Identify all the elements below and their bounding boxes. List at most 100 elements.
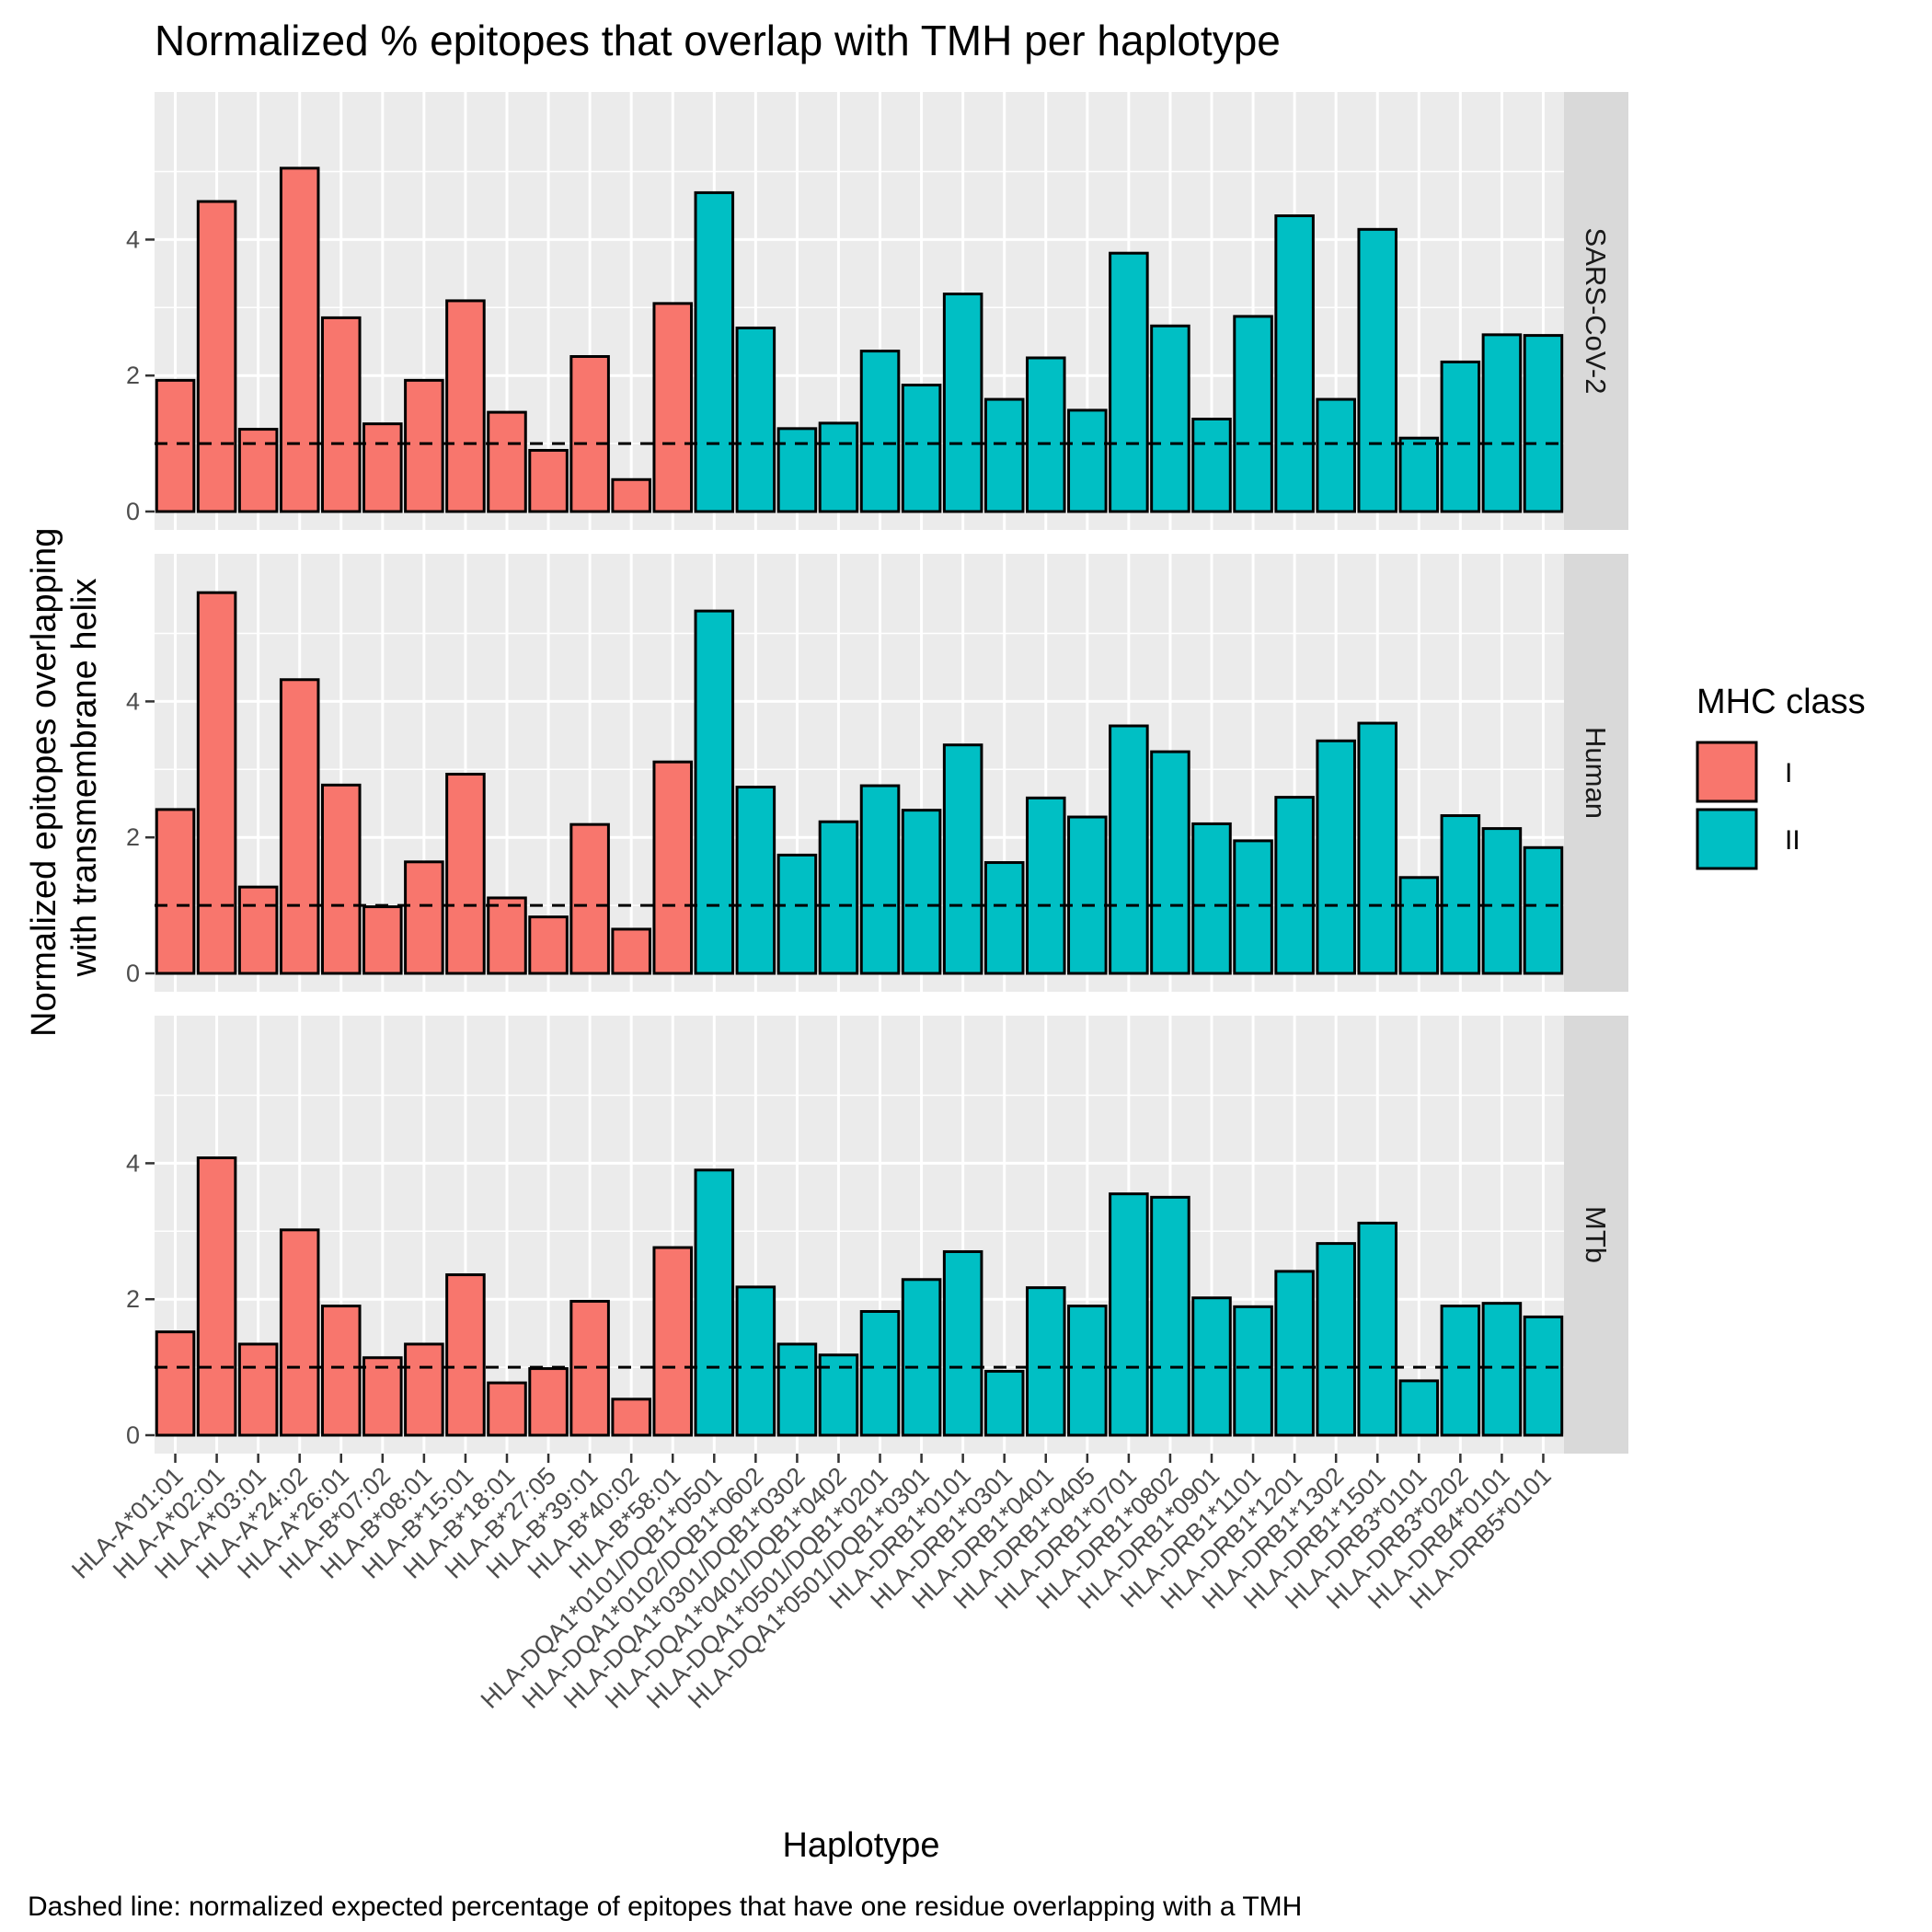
bar-mtb-hla-drb1-0405	[1067, 1305, 1108, 1437]
legend: MHC class I II	[1696, 683, 1866, 870]
bar-human-hla-b-39-01	[569, 822, 610, 975]
y-axis-title: Normalized epitopes overlapping with tra…	[25, 518, 104, 1037]
bar-human-hla-b-07-02	[362, 905, 403, 975]
y-tick-label: 0	[126, 960, 140, 987]
bar-human-hla-drb1-0701	[1109, 724, 1149, 975]
bar-human-hla-drb1-1302	[1316, 739, 1356, 975]
bar-mtb-hla-drb1-0301	[983, 1370, 1025, 1437]
bar-human-hla-b-08-01	[404, 860, 444, 975]
y-tick-label: 4	[126, 687, 140, 715]
bar-human-hla-b-18-01	[487, 896, 527, 975]
chart-title: Normalized % epitopes that overlap with …	[155, 17, 1281, 64]
bar-mtb-hla-drb1-1302	[1316, 1242, 1356, 1437]
bar-mtb-hla-a-01-01	[155, 1330, 196, 1437]
bar-sars-cov-2-hla-drb1-0401	[1025, 356, 1066, 513]
bar-mtb-hla-b-27-05	[528, 1367, 569, 1437]
y-axis-title-line-2: with transmembrane helix	[65, 579, 104, 978]
bar-sars-cov-2-hla-b-40-02	[611, 477, 651, 513]
bar-sars-cov-2-hla-dqa1-0102-dqb1-0602	[735, 326, 776, 513]
bar-sars-cov-2-hla-b-58-01	[652, 302, 694, 513]
facet-strip-label: MTb	[1580, 1206, 1612, 1263]
bar-human-hla-b-15-01	[445, 772, 486, 975]
bar-human-hla-b-27-05	[528, 915, 569, 975]
bar-sars-cov-2-hla-drb1-0301	[983, 397, 1025, 513]
bar-sars-cov-2-hla-drb1-0405	[1067, 408, 1108, 513]
bar-mtb-hla-drb1-0101	[942, 1249, 983, 1437]
bar-sars-cov-2-hla-a-02-01	[196, 200, 237, 513]
facet-strip	[1564, 92, 1628, 530]
bar-human-hla-dqa1-0301-dqb1-0302	[776, 853, 818, 975]
bar-sars-cov-2-hla-dqa1-0401-dqb1-0402	[818, 421, 859, 513]
y-tick-label: 4	[126, 225, 140, 253]
facet-mtb: 0 2 4 MTb	[126, 1016, 1628, 1454]
bar-mtb-hla-b-18-01	[487, 1381, 527, 1437]
y-tick-label: 0	[126, 1421, 140, 1449]
y-tick-label: 2	[126, 1285, 140, 1313]
bar-sars-cov-2-hla-drb1-0802	[1150, 324, 1190, 513]
bar-mtb-hla-dqa1-0101-dqb1-0501	[694, 1168, 735, 1437]
bar-human-hla-drb3-0101	[1398, 876, 1440, 975]
bar-human-hla-drb5-0101	[1523, 845, 1564, 975]
bar-mtb-hla-b-07-02	[362, 1356, 403, 1437]
bar-sars-cov-2-hla-drb1-1302	[1316, 397, 1356, 513]
bar-human-hla-drb1-0301	[983, 861, 1025, 975]
legend-title: MHC class	[1696, 683, 1866, 721]
legend-label-class-I: I	[1785, 758, 1792, 788]
bar-human-hla-dqa1-0101-dqb1-0501	[694, 609, 735, 975]
bar-mtb-hla-drb1-0802	[1150, 1195, 1190, 1437]
bar-sars-cov-2-hla-drb5-0101	[1523, 334, 1564, 513]
bar-sars-cov-2-hla-drb1-1501	[1357, 227, 1398, 513]
bar-sars-cov-2-hla-dqa1-0101-dqb1-0501	[694, 190, 735, 513]
bar-sars-cov-2-hla-drb1-0101	[942, 293, 983, 513]
bar-sars-cov-2-hla-a-26-01	[320, 316, 362, 513]
bar-human-hla-drb1-1101	[1233, 839, 1273, 975]
bar-sars-cov-2-hla-dqa1-0301-dqb1-0302	[776, 427, 818, 513]
bar-sars-cov-2-hla-b-27-05	[528, 448, 569, 513]
bar-mtb-hla-b-40-02	[611, 1397, 651, 1437]
bar-sars-cov-2-hla-b-08-01	[404, 378, 444, 513]
bar-human-hla-drb1-1201	[1274, 796, 1315, 975]
bar-human-hla-dqa1-0501-dqb1-0201	[859, 784, 901, 975]
y-tick-label: 4	[126, 1149, 140, 1177]
bar-sars-cov-2-hla-drb1-1201	[1274, 214, 1315, 513]
bar-mtb-hla-drb1-1201	[1274, 1270, 1315, 1437]
legend-key-class-II	[1696, 808, 1758, 870]
bar-mtb-hla-drb1-1101	[1233, 1305, 1273, 1437]
bar-mtb-hla-dqa1-0301-dqb1-0302	[776, 1342, 818, 1437]
bar-mtb-hla-drb1-0401	[1025, 1286, 1066, 1437]
bar-human-hla-a-01-01	[155, 808, 196, 975]
bar-human-hla-b-58-01	[652, 760, 694, 975]
bar-human-hla-drb1-0802	[1150, 750, 1190, 975]
facet-sars-cov-2: 0 2 4 SARS-CoV-2	[126, 92, 1628, 530]
x-axis-title: Haplotype	[782, 1826, 939, 1865]
bar-mtb-hla-drb3-0101	[1398, 1379, 1440, 1437]
bar-mtb-hla-drb1-1501	[1357, 1221, 1398, 1437]
bar-mtb-hla-a-02-01	[196, 1156, 237, 1437]
bar-human-hla-drb1-0101	[942, 743, 983, 975]
y-tick-label: 2	[126, 362, 140, 389]
bar-human-hla-dqa1-0501-dqb1-0301	[901, 809, 942, 975]
legend-label-class-II: II	[1785, 825, 1800, 856]
bar-human-hla-a-02-01	[196, 591, 237, 975]
bar-human-hla-b-40-02	[611, 927, 651, 975]
bar-mtb-hla-b-58-01	[652, 1246, 694, 1437]
bar-human-hla-drb3-0202	[1440, 814, 1481, 975]
bar-mtb-hla-a-24-02	[279, 1228, 320, 1437]
bar-human-hla-a-03-01	[237, 885, 279, 975]
bar-human-hla-drb1-0901	[1191, 822, 1232, 975]
bar-sars-cov-2-hla-dqa1-0501-dqb1-0201	[859, 350, 901, 513]
bar-sars-cov-2-hla-a-24-02	[279, 167, 320, 513]
y-tick-label: 2	[126, 823, 140, 851]
bar-sars-cov-2-hla-b-18-01	[487, 410, 527, 513]
bar-human-hla-dqa1-0401-dqb1-0402	[818, 820, 859, 975]
bar-human-hla-drb1-0401	[1025, 796, 1066, 975]
bar-mtb-hla-drb4-0101	[1481, 1302, 1523, 1437]
bar-sars-cov-2-hla-a-01-01	[155, 378, 196, 513]
bar-mtb-hla-dqa1-0501-dqb1-0201	[859, 1310, 901, 1437]
facet-human: 0 2 4 Human	[126, 554, 1628, 992]
bar-human-hla-drb1-0405	[1067, 815, 1108, 975]
bar-mtb-hla-b-15-01	[445, 1273, 486, 1437]
bar-sars-cov-2-hla-dqa1-0501-dqb1-0301	[901, 384, 942, 513]
bar-mtb-hla-dqa1-0501-dqb1-0301	[901, 1278, 942, 1437]
